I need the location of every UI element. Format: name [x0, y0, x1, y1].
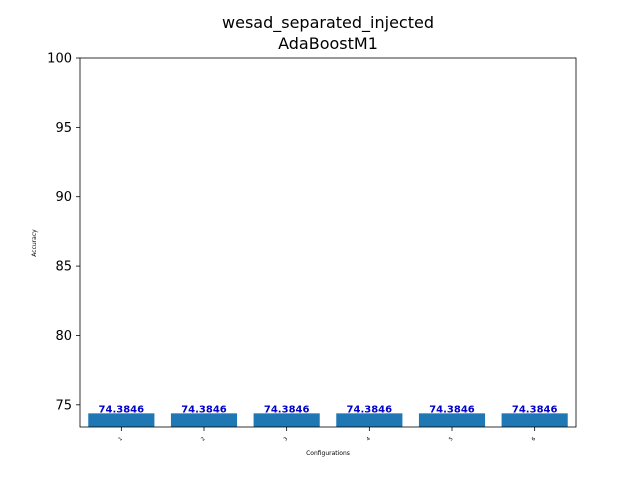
y-tick-label-85: 85 [55, 260, 72, 275]
y-tick-label-75: 75 [55, 398, 72, 413]
chart-subtitle: AdaBoostM1 [278, 34, 378, 53]
x-tick-label-5: 5 [448, 436, 454, 442]
plot-frame [79, 57, 577, 428]
bar-2 [170, 413, 238, 427]
x-tick-label-3: 3 [283, 436, 289, 442]
x-tick-label-2: 2 [200, 436, 206, 442]
x-tick-label-4: 4 [365, 436, 371, 442]
y-tick-label-100: 100 [47, 52, 72, 67]
x-axis-label: Configurations [306, 450, 350, 457]
x-tick-label-1: 1 [117, 436, 123, 442]
bar-data-label-1: 74.3846 [99, 404, 145, 415]
y-tick-label-80: 80 [55, 329, 72, 344]
bar-4 [336, 413, 403, 427]
bar-3 [253, 413, 320, 427]
bar-data-label-5: 74.3846 [429, 404, 475, 415]
chart-title: wesad_separated_injected [222, 13, 434, 33]
bar-data-label-6: 74.3846 [512, 404, 558, 415]
plot-area: 74.3846 1 74.3846 2 74.3846 3 74.3846 4 74.3846 5… [47, 52, 577, 443]
bar-data-label-2: 74.3846 [181, 404, 227, 415]
x-tick-label-6: 6 [531, 436, 537, 442]
bar-6 [501, 413, 568, 427]
bar-5 [418, 413, 486, 427]
y-tick-label-90: 90 [55, 190, 72, 205]
bar-1 [88, 413, 155, 427]
bar-data-label-3: 74.3846 [264, 404, 310, 415]
bar-data-label-4: 74.3846 [347, 404, 393, 415]
y-tick-label-95: 95 [55, 121, 72, 136]
y-axis-label: Accuracy [31, 229, 38, 257]
